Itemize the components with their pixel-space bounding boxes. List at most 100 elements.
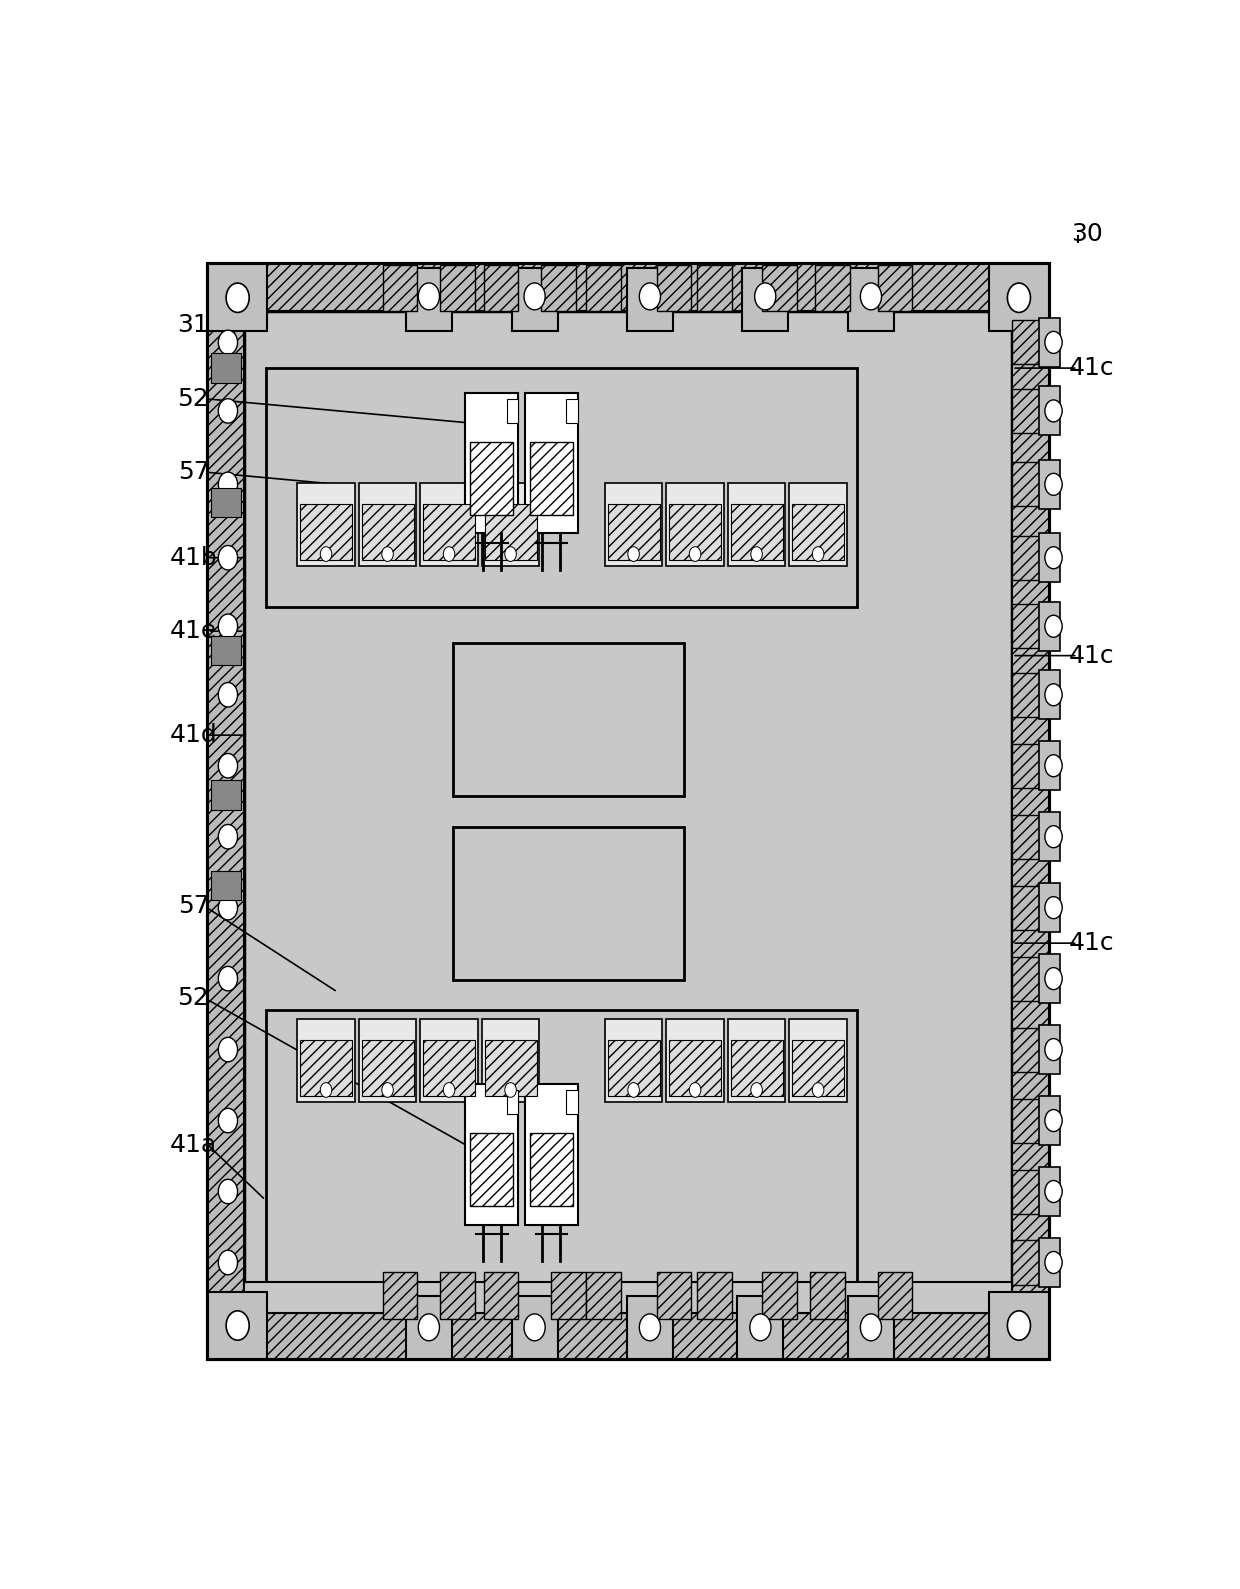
Circle shape bbox=[218, 399, 238, 423]
Bar bbox=[211, 353, 242, 383]
Bar bbox=[208, 264, 1049, 1359]
Bar bbox=[265, 369, 857, 607]
Circle shape bbox=[640, 1314, 661, 1341]
Circle shape bbox=[1045, 1252, 1063, 1273]
Circle shape bbox=[382, 1082, 393, 1098]
Bar bbox=[605, 1019, 662, 1103]
Circle shape bbox=[218, 683, 238, 707]
Circle shape bbox=[1045, 1109, 1063, 1131]
Bar bbox=[208, 264, 268, 332]
Bar bbox=[567, 1090, 578, 1114]
Text: 41c: 41c bbox=[1069, 644, 1115, 667]
Circle shape bbox=[750, 1314, 771, 1341]
Bar bbox=[1012, 462, 1047, 507]
Bar bbox=[1039, 1096, 1060, 1146]
Bar bbox=[1039, 534, 1060, 582]
Bar bbox=[405, 269, 451, 332]
Bar bbox=[728, 1019, 785, 1103]
Circle shape bbox=[1045, 755, 1063, 777]
Bar bbox=[211, 488, 242, 518]
Circle shape bbox=[689, 547, 701, 561]
Bar bbox=[465, 392, 518, 534]
Bar bbox=[453, 644, 683, 796]
Circle shape bbox=[755, 283, 776, 310]
Bar bbox=[657, 1273, 691, 1319]
Circle shape bbox=[505, 547, 516, 561]
Bar bbox=[211, 636, 242, 666]
Bar bbox=[697, 1273, 732, 1319]
Circle shape bbox=[1045, 615, 1063, 637]
Bar bbox=[1012, 885, 1047, 930]
Bar bbox=[465, 1084, 518, 1225]
Circle shape bbox=[218, 545, 238, 570]
Bar bbox=[298, 483, 355, 566]
Circle shape bbox=[1045, 400, 1063, 423]
Bar bbox=[1039, 602, 1060, 651]
Bar bbox=[383, 1273, 418, 1319]
Bar bbox=[627, 269, 673, 332]
Circle shape bbox=[218, 1109, 238, 1133]
Bar bbox=[1012, 389, 1047, 432]
Bar bbox=[848, 269, 894, 332]
Text: 41e: 41e bbox=[170, 620, 217, 644]
Bar bbox=[666, 1019, 724, 1103]
Bar bbox=[551, 1273, 585, 1319]
Circle shape bbox=[1045, 1181, 1063, 1203]
Bar bbox=[878, 265, 913, 310]
Bar bbox=[1039, 459, 1060, 508]
Bar bbox=[1039, 953, 1060, 1003]
Circle shape bbox=[218, 331, 238, 354]
Bar bbox=[1012, 604, 1047, 648]
Circle shape bbox=[861, 283, 882, 310]
Circle shape bbox=[627, 547, 640, 561]
Bar bbox=[1012, 310, 1049, 1313]
Bar bbox=[484, 1273, 518, 1319]
Bar bbox=[525, 392, 578, 534]
Circle shape bbox=[218, 896, 238, 920]
Bar bbox=[657, 265, 691, 310]
Bar bbox=[789, 1019, 847, 1103]
Circle shape bbox=[218, 753, 238, 779]
Circle shape bbox=[1007, 283, 1030, 313]
Bar bbox=[358, 1019, 417, 1103]
Bar bbox=[730, 504, 782, 561]
Text: 41b: 41b bbox=[170, 545, 217, 570]
Bar bbox=[1039, 740, 1060, 790]
Bar bbox=[1012, 672, 1047, 717]
Bar bbox=[1012, 321, 1047, 364]
Circle shape bbox=[525, 283, 546, 310]
Bar bbox=[605, 483, 662, 566]
Text: 57: 57 bbox=[177, 895, 210, 918]
Bar bbox=[300, 1039, 352, 1096]
Circle shape bbox=[1045, 683, 1063, 706]
Bar bbox=[990, 264, 1049, 332]
Bar bbox=[244, 1313, 1012, 1359]
Circle shape bbox=[1045, 547, 1063, 569]
Bar bbox=[484, 265, 518, 310]
Text: 41c: 41c bbox=[1069, 931, 1115, 955]
Bar bbox=[362, 1039, 413, 1096]
Bar bbox=[300, 504, 352, 561]
Bar bbox=[1039, 1238, 1060, 1287]
Circle shape bbox=[1045, 474, 1063, 496]
Bar bbox=[244, 1282, 1012, 1313]
Text: 52: 52 bbox=[177, 386, 210, 410]
Circle shape bbox=[218, 825, 238, 849]
Bar bbox=[1039, 318, 1060, 367]
Circle shape bbox=[320, 547, 332, 561]
Bar bbox=[1039, 1166, 1060, 1216]
Bar bbox=[1012, 744, 1047, 788]
Circle shape bbox=[226, 283, 249, 313]
Bar bbox=[529, 442, 573, 515]
Circle shape bbox=[689, 1082, 701, 1098]
Bar bbox=[423, 1039, 475, 1096]
Bar bbox=[1012, 535, 1047, 580]
Circle shape bbox=[226, 1311, 249, 1340]
Bar bbox=[1012, 1098, 1047, 1142]
Circle shape bbox=[382, 547, 393, 561]
Bar bbox=[485, 1039, 537, 1096]
Bar bbox=[697, 265, 732, 310]
Circle shape bbox=[751, 1082, 763, 1098]
Bar bbox=[792, 1039, 844, 1096]
Bar bbox=[1039, 386, 1060, 435]
